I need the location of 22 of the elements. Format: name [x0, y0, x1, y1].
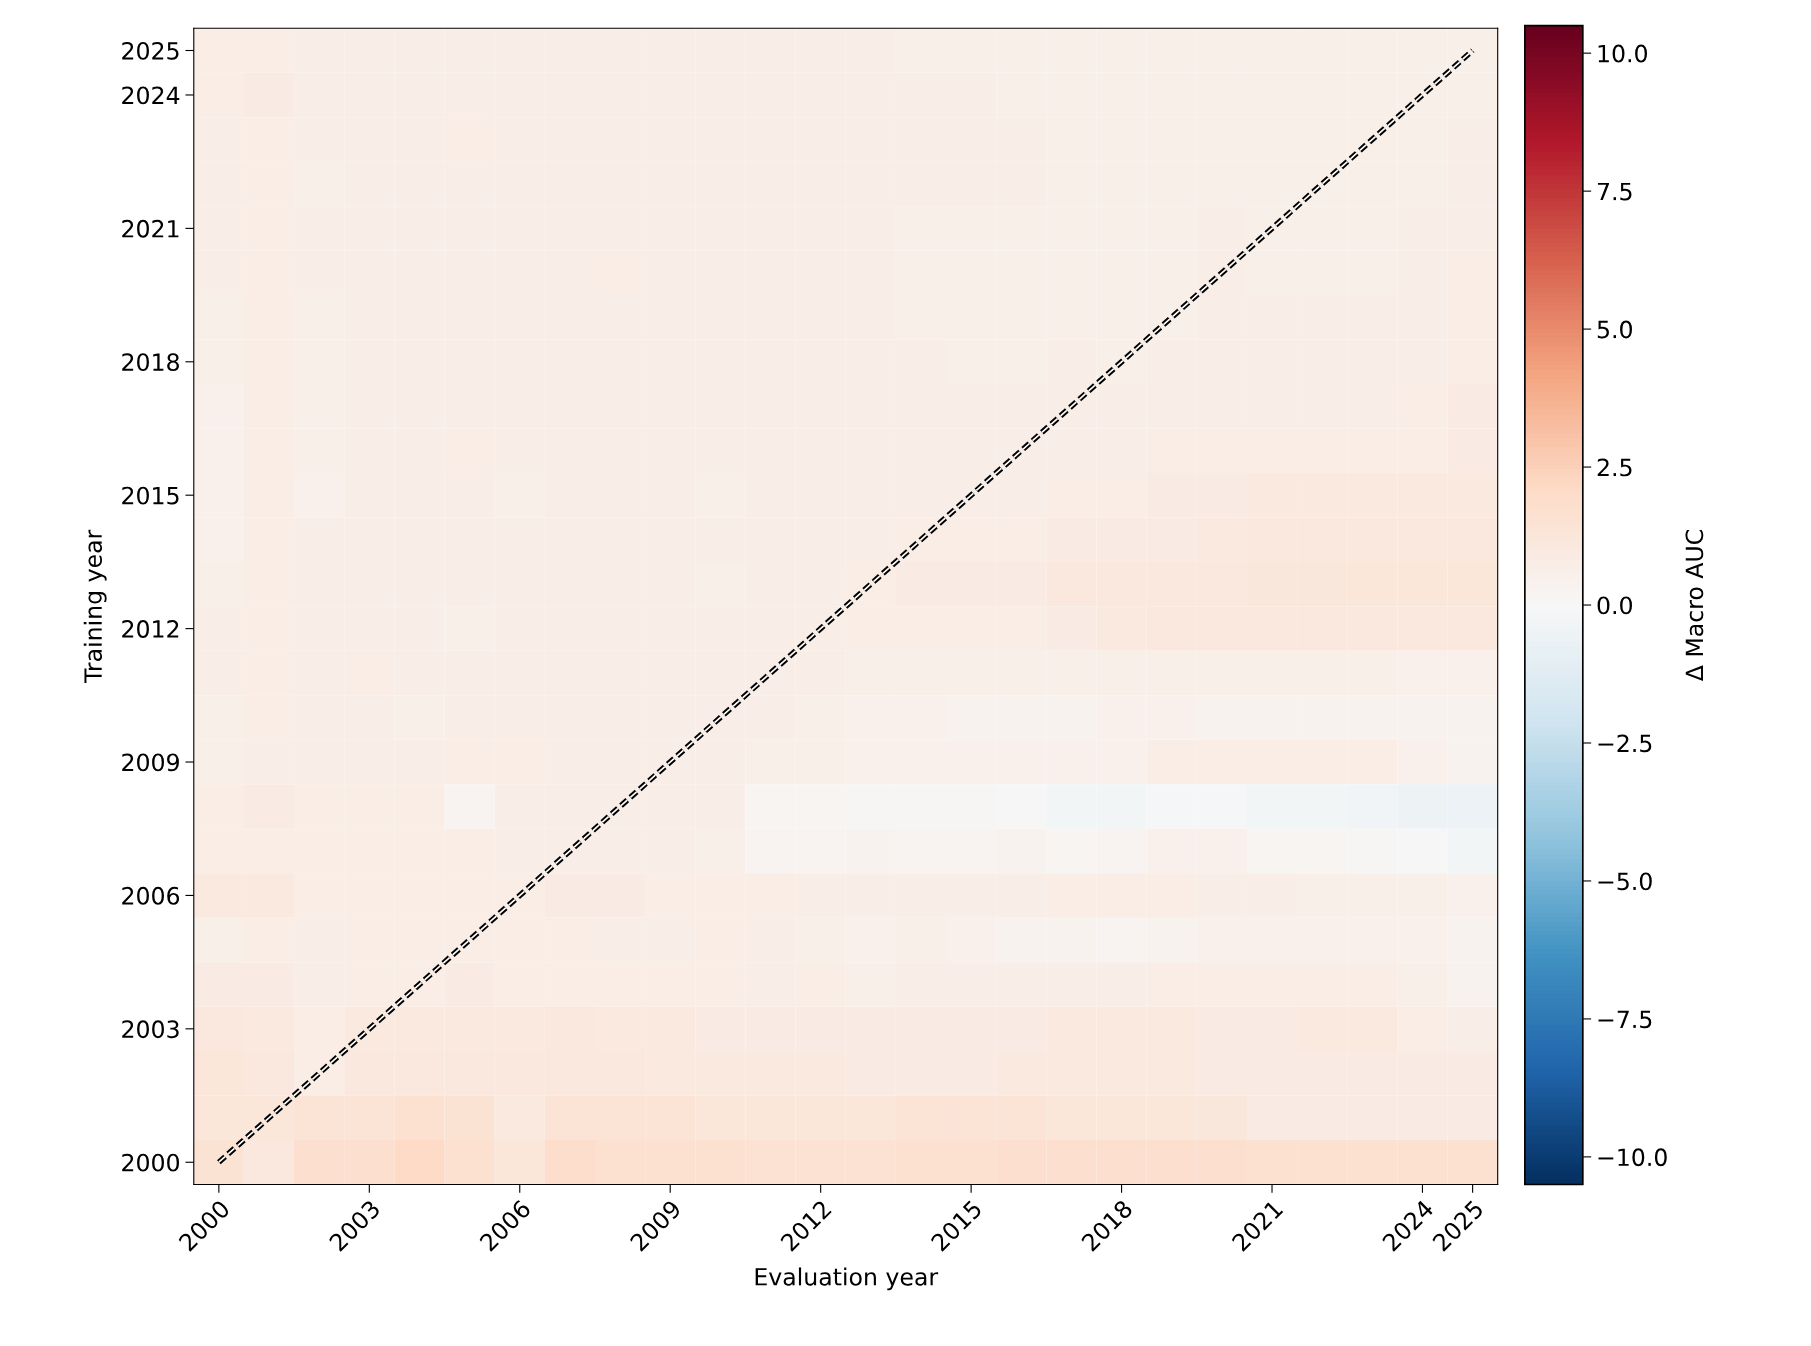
y-tick-label: 2018 — [122, 353, 179, 372]
color-bar-label: −7.5 — [1598, 1010, 1652, 1029]
y-tick-label: 2025 — [122, 41, 179, 60]
y-tick-label: 2015 — [122, 486, 179, 505]
color-bar-label: 0.0 — [1597, 596, 1632, 615]
y-tick-label: 2009 — [122, 753, 179, 772]
color-bar-label: 10.0 — [1598, 44, 1648, 63]
y-tick-label: 2003 — [122, 1020, 179, 1039]
color-bar-label: 2.5 — [1597, 458, 1632, 477]
x-axis-title: Evaluation year — [755, 1267, 939, 1291]
y-axis-title: Training year — [83, 529, 107, 684]
color-bar-label: 5.0 — [1597, 320, 1632, 339]
y-tick-label: 2021 — [122, 219, 179, 238]
color-bar-title: Δ Macro AUC — [1685, 530, 1704, 682]
color-bar-label: −5.0 — [1598, 872, 1652, 891]
color-bar-label: −2.5 — [1598, 734, 1652, 753]
y-tick-label: 2000 — [122, 1153, 180, 1172]
color-bar-label: 7.5 — [1597, 182, 1632, 201]
color-bar-label: −10.0 — [1598, 1148, 1667, 1167]
y-tick-label: 2024 — [122, 86, 180, 105]
y-tick-label: 2006 — [122, 886, 180, 905]
y-tick-label: 2012 — [122, 620, 179, 638]
